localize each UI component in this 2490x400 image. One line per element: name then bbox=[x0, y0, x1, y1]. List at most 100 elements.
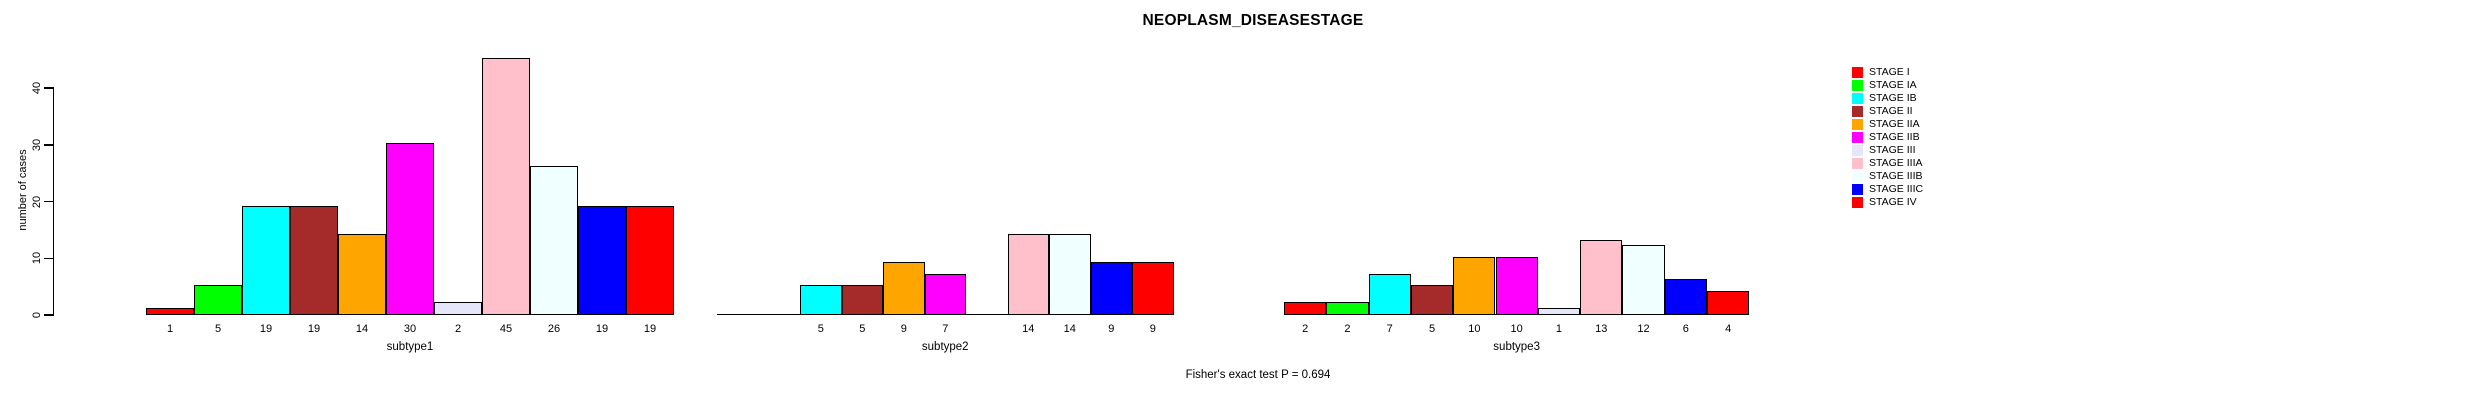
bar-value-label: 14 bbox=[355, 323, 369, 335]
legend-item: STAGE III bbox=[1852, 144, 1915, 157]
legend-color-swatch bbox=[1852, 157, 1863, 169]
y-axis-tick bbox=[43, 144, 53, 146]
bar-subtype1-stage-ib bbox=[242, 205, 290, 315]
bar-value-label: 19 bbox=[307, 323, 321, 335]
bar-value-label: 19 bbox=[643, 323, 657, 335]
legend-item: STAGE IV bbox=[1852, 196, 1917, 209]
legend-color-swatch bbox=[1852, 144, 1863, 156]
bar-value-label: 5 bbox=[214, 323, 222, 335]
y-axis-tick bbox=[43, 200, 53, 203]
group-label-subtype1: subtype1 bbox=[386, 341, 434, 353]
bar-value-label: 7 bbox=[1386, 323, 1393, 335]
y-axis-tick bbox=[43, 87, 53, 89]
bar-subtype2-stage-ii bbox=[841, 285, 883, 315]
legend-item: STAGE IIB bbox=[1852, 131, 1920, 144]
bar-value-label: 9 bbox=[900, 323, 907, 335]
y-axis-label: number of cases bbox=[17, 149, 29, 231]
legend-label: STAGE IIIA bbox=[1869, 157, 1923, 169]
bar-value-label: 10 bbox=[1468, 323, 1481, 335]
legend-item: STAGE I bbox=[1852, 66, 1910, 79]
y-axis-tick-label: 0 bbox=[31, 311, 43, 319]
chart-title: NEOPLASM_DISEASESTAGE bbox=[1142, 12, 1364, 29]
bar-subtype2-stage-iia bbox=[883, 262, 925, 315]
bar-value-label: 7 bbox=[942, 323, 949, 335]
legend-label: STAGE IB bbox=[1869, 92, 1917, 104]
legend-color-swatch bbox=[1852, 131, 1863, 143]
y-axis-tick bbox=[43, 314, 53, 316]
legend-label: STAGE IIA bbox=[1869, 118, 1920, 130]
legend-label: STAGE III bbox=[1869, 144, 1916, 156]
legend-item: STAGE IIA bbox=[1852, 118, 1920, 131]
legend-label: STAGE I bbox=[1869, 66, 1910, 78]
bar-value-label: 5 bbox=[1428, 323, 1436, 335]
bar-value-label: 2 bbox=[454, 323, 462, 335]
legend-color-swatch bbox=[1852, 66, 1863, 78]
legend-color-swatch bbox=[1852, 118, 1863, 130]
legend-color-swatch bbox=[1852, 196, 1863, 208]
bar-value-label: 2 bbox=[1302, 323, 1309, 335]
bar-subtype2-stage-ib bbox=[800, 285, 842, 315]
bar-subtype3-stage-iiic bbox=[1664, 279, 1707, 315]
bar-value-label: 45 bbox=[499, 323, 513, 335]
bar-subtype1-stage-i bbox=[146, 307, 194, 315]
legend-item: STAGE IIIA bbox=[1852, 157, 1922, 170]
y-axis-tick-label: 10 bbox=[31, 252, 43, 265]
group-label-subtype2: subtype2 bbox=[921, 341, 969, 353]
bar-subtype3-stage-ia bbox=[1326, 302, 1369, 315]
group-label-subtype3: subtype3 bbox=[1493, 341, 1540, 353]
bar-subtype3-stage-iib bbox=[1495, 256, 1538, 315]
bar-subtype1-stage-ia bbox=[194, 285, 242, 315]
legend-color-swatch bbox=[1852, 79, 1863, 91]
legend-item: STAGE IIIC bbox=[1852, 183, 1923, 196]
bar-subtype1-stage-iii bbox=[434, 302, 482, 315]
bar-value-label: 9 bbox=[1108, 323, 1115, 335]
legend-color-swatch bbox=[1852, 170, 1863, 182]
bar-value-label: 30 bbox=[403, 323, 417, 335]
bar-subtype3-stage-iii bbox=[1537, 307, 1581, 315]
bar-subtype2-stage-iv bbox=[1132, 262, 1174, 315]
bar-value-label: 4 bbox=[1725, 323, 1732, 335]
bar-subtype2-stage-iiia bbox=[1007, 234, 1049, 315]
bar-subtype1-stage-iiic bbox=[578, 205, 626, 315]
legend-item: STAGE IB bbox=[1852, 92, 1917, 105]
bar-subtype3-stage-i bbox=[1284, 302, 1327, 315]
legend-color-swatch bbox=[1852, 105, 1863, 117]
y-axis-line bbox=[52, 87, 54, 316]
bar-subtype1-stage-iv bbox=[626, 205, 674, 315]
bar-subtype1-stage-iib bbox=[386, 143, 434, 315]
legend-label: STAGE II bbox=[1869, 105, 1913, 117]
legend-item: STAGE IIIB bbox=[1852, 170, 1922, 183]
bar-value-label: 2 bbox=[1344, 323, 1351, 335]
bar-value-label: 5 bbox=[817, 323, 824, 335]
bar-value-label: 5 bbox=[859, 323, 866, 335]
legend-label: STAGE IA bbox=[1869, 79, 1917, 91]
legend-label: STAGE IIIB bbox=[1869, 170, 1923, 182]
bar-value-label: 9 bbox=[1149, 323, 1156, 335]
bar-subtype3-stage-iia bbox=[1453, 256, 1496, 315]
legend-label: STAGE IV bbox=[1869, 196, 1917, 208]
bar-value-label: 12 bbox=[1637, 323, 1650, 335]
bar-subtype3-stage-ii bbox=[1410, 285, 1454, 315]
bar-subtype3-stage-iiia bbox=[1580, 239, 1623, 315]
y-axis-tick-label: 40 bbox=[31, 81, 43, 95]
legend-label: STAGE IIIC bbox=[1869, 183, 1924, 195]
y-axis-tick bbox=[43, 257, 53, 259]
bar-value-label: 1 bbox=[166, 323, 174, 335]
y-axis-tick-label: 20 bbox=[31, 195, 43, 208]
legend-color-swatch bbox=[1852, 92, 1863, 104]
bar-value-label: 13 bbox=[1595, 323, 1608, 335]
bar-value-label: 1 bbox=[1555, 323, 1562, 335]
bar-value-label: 14 bbox=[1022, 323, 1035, 335]
bar-subtype2-stage-iib bbox=[924, 273, 966, 315]
legend-color-swatch bbox=[1852, 183, 1863, 195]
bar-subtype1-stage-iiib bbox=[530, 165, 578, 315]
bar-value-label: 14 bbox=[1063, 323, 1076, 335]
bar-subtype2-stage-iiic bbox=[1090, 262, 1132, 315]
legend-label: STAGE IIB bbox=[1869, 131, 1920, 143]
bar-value-label: 26 bbox=[547, 323, 561, 335]
bar-subtype3-stage-iiib bbox=[1622, 245, 1665, 315]
bar-value-label: 19 bbox=[259, 323, 273, 335]
legend-item: STAGE IA bbox=[1852, 79, 1917, 92]
legend-item: STAGE II bbox=[1852, 105, 1913, 118]
